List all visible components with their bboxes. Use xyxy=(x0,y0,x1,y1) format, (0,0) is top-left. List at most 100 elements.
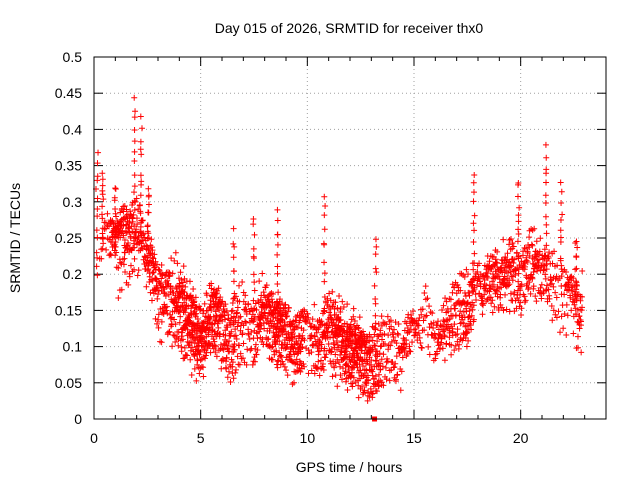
data-point xyxy=(352,378,359,385)
data-point xyxy=(425,343,432,350)
data-point xyxy=(265,335,272,342)
data-point xyxy=(306,320,313,327)
data-point xyxy=(121,237,128,244)
data-point xyxy=(211,328,218,335)
data-point xyxy=(530,265,537,272)
data-point xyxy=(132,108,139,115)
data-point xyxy=(176,283,183,290)
data-point xyxy=(574,318,581,325)
data-point xyxy=(251,287,258,294)
data-point xyxy=(368,362,375,369)
data-point xyxy=(446,329,453,336)
data-point xyxy=(240,340,247,347)
data-point xyxy=(545,286,552,293)
data-point xyxy=(321,212,328,219)
data-point xyxy=(274,206,281,213)
data-point xyxy=(217,314,224,321)
data-point xyxy=(230,295,237,302)
data-point xyxy=(236,298,243,305)
data-point xyxy=(337,308,344,315)
data-point xyxy=(137,172,144,179)
data-point xyxy=(245,326,252,333)
data-points xyxy=(92,94,586,422)
data-point xyxy=(167,315,174,322)
data-point xyxy=(223,358,230,365)
data-point xyxy=(449,281,456,288)
data-point xyxy=(308,332,315,339)
data-point xyxy=(399,354,406,361)
data-point xyxy=(383,321,390,328)
data-point xyxy=(489,309,496,316)
data-point xyxy=(121,249,128,256)
data-point xyxy=(219,298,226,305)
data-point xyxy=(557,179,564,186)
data-point xyxy=(156,280,163,287)
data-point xyxy=(347,321,354,328)
data-point xyxy=(145,252,152,259)
data-point xyxy=(283,367,290,374)
data-point xyxy=(230,314,237,321)
data-point xyxy=(388,338,395,345)
data-point xyxy=(417,339,424,346)
data-point xyxy=(372,295,379,302)
data-point xyxy=(331,323,338,330)
data-point xyxy=(350,305,357,312)
data-point xyxy=(302,315,309,322)
data-point xyxy=(277,305,284,312)
data-point xyxy=(251,231,258,238)
data-point xyxy=(251,327,258,334)
data-point xyxy=(251,306,258,313)
data-point xyxy=(421,290,428,297)
data-point xyxy=(121,255,128,262)
data-point xyxy=(543,287,550,294)
data-point xyxy=(206,324,213,331)
data-point xyxy=(454,330,461,337)
data-point xyxy=(135,232,142,239)
data-point xyxy=(117,259,124,266)
data-point xyxy=(462,330,469,337)
data-point xyxy=(380,382,387,389)
data-point xyxy=(461,273,468,280)
data-point xyxy=(94,234,101,241)
data-point xyxy=(196,307,203,314)
data-point xyxy=(278,341,285,348)
data-point xyxy=(99,182,106,189)
data-point xyxy=(157,282,164,289)
data-point xyxy=(227,378,234,385)
data-point xyxy=(364,358,371,365)
data-point xyxy=(288,341,295,348)
data-point xyxy=(174,260,181,267)
data-point xyxy=(279,311,286,318)
data-point xyxy=(380,351,387,358)
data-point xyxy=(377,343,384,350)
data-point xyxy=(217,294,224,301)
data-point xyxy=(463,305,470,312)
data-point xyxy=(231,346,238,353)
data-point xyxy=(564,312,571,319)
plot-frame xyxy=(93,56,607,420)
data-point xyxy=(408,312,415,319)
data-point xyxy=(509,256,516,263)
y-tick-label: 0.25 xyxy=(55,230,82,246)
data-point xyxy=(471,250,478,257)
data-point xyxy=(453,290,460,297)
data-point xyxy=(294,341,301,348)
data-point xyxy=(420,317,427,324)
data-point xyxy=(93,263,100,270)
data-point xyxy=(259,270,266,277)
data-point xyxy=(479,295,486,302)
data-point xyxy=(378,342,385,349)
data-point xyxy=(135,267,142,274)
data-point xyxy=(281,319,288,326)
data-point xyxy=(321,278,328,285)
data-point xyxy=(282,309,289,316)
data-point xyxy=(250,245,257,252)
data-point xyxy=(398,368,405,375)
data-point xyxy=(541,246,548,253)
data-point xyxy=(179,279,186,286)
data-point xyxy=(274,263,281,270)
data-point xyxy=(329,373,336,380)
data-point xyxy=(429,310,436,317)
data-point xyxy=(131,138,138,145)
data-point xyxy=(154,295,161,302)
